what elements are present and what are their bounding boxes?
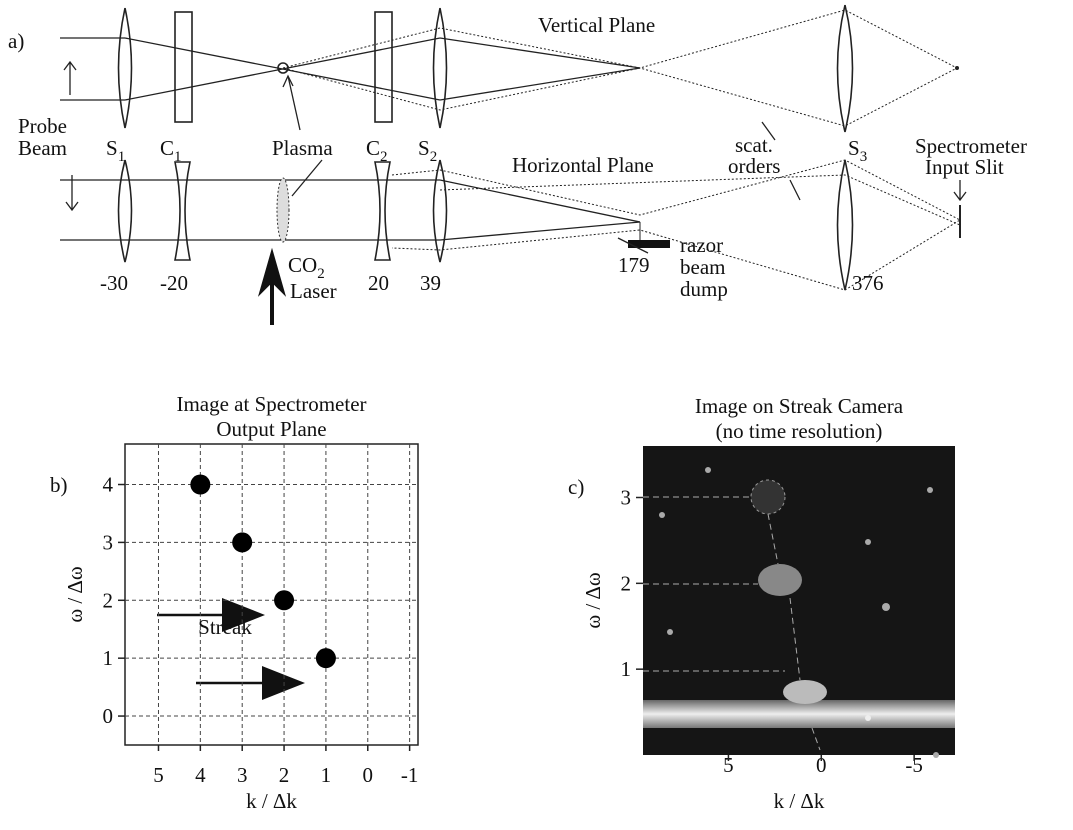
data-point (232, 532, 252, 552)
y-tick-label: 4 (103, 473, 114, 497)
label: dump (680, 277, 728, 301)
spot (783, 680, 827, 704)
x-tick-label: 1 (321, 763, 332, 787)
ray (440, 38, 640, 68)
label: Beam (18, 136, 67, 160)
x-tick-label: -1 (401, 763, 419, 787)
chart-title: Image at Spectrometer (176, 392, 366, 416)
label: Laser (290, 279, 337, 303)
data-point (190, 475, 210, 495)
label: 179 (618, 253, 650, 277)
plasma-arrow (283, 76, 300, 130)
spot (667, 629, 673, 635)
spot (865, 539, 871, 545)
label: S1 (106, 136, 125, 165)
panel-label: c) (568, 475, 584, 499)
window (175, 12, 192, 122)
label: C1 (160, 136, 182, 165)
x-tick-label: 3 (237, 763, 248, 787)
label: Horizontal Plane (512, 153, 654, 177)
laser-arrow (262, 255, 282, 325)
label: -30 (100, 271, 128, 295)
slit-point (955, 66, 959, 70)
x-tick-label: 5 (153, 763, 164, 787)
window (375, 12, 392, 122)
y-tick-label: 1 (103, 646, 114, 670)
y-tick-label: 0 (103, 704, 114, 728)
spot (927, 487, 933, 493)
label: S2 (418, 136, 437, 165)
scattered-ray (440, 175, 960, 225)
diagram-labels: a) Vertical Plane Horizontal Plane Probe… (8, 13, 1027, 303)
spot (865, 715, 871, 721)
label: orders (728, 154, 780, 178)
y-tick-label: 2 (103, 588, 114, 612)
spot (882, 603, 890, 611)
ray (440, 222, 640, 240)
spot (751, 480, 785, 514)
y-tick-label: 2 (621, 571, 632, 595)
label: Probe (18, 114, 67, 138)
chart-title: Output Plane (216, 417, 326, 441)
spot (758, 564, 802, 596)
x-tick-label: 4 (195, 763, 206, 787)
y-axis-label: ω / Δω (63, 566, 87, 622)
lens (119, 8, 132, 128)
label: Vertical Plane (538, 13, 655, 37)
chart-title: (no time resolution) (716, 419, 883, 443)
streak-arrows (157, 598, 305, 700)
streak-image (643, 446, 955, 758)
ray (440, 68, 640, 100)
panel-label: b) (50, 473, 68, 497)
x-axis-label: k / Δk (246, 789, 297, 813)
lens (119, 160, 132, 262)
figure: a) Vertical Plane Horizontal Plane Probe… (0, 0, 1073, 830)
bright-band (643, 700, 955, 728)
spot (705, 467, 711, 473)
lens (434, 160, 447, 262)
label: 20 (368, 271, 389, 295)
x-axis-label: k / Δk (774, 789, 825, 813)
plot-frame (125, 444, 418, 745)
plasma (277, 178, 289, 242)
label: Plasma (272, 136, 333, 160)
label: 39 (420, 271, 441, 295)
label: C2 (366, 136, 388, 165)
data-point (316, 648, 336, 668)
panel-label: a) (8, 29, 24, 53)
x-tick-label: 2 (279, 763, 290, 787)
label: beam (680, 255, 725, 279)
x-tick-label: 0 (363, 763, 374, 787)
chart-title: Image on Streak Camera (695, 394, 904, 418)
lens (375, 162, 390, 260)
label: S3 (848, 136, 867, 165)
spot (659, 512, 665, 518)
streak-arrow-head (262, 666, 305, 700)
label: razor (680, 233, 723, 257)
annotation: Streak (198, 615, 252, 639)
y-axis-label: ω / Δω (581, 572, 605, 628)
label: 376 (852, 271, 884, 295)
label: CO2 (288, 253, 325, 282)
plasma-arrow (292, 160, 322, 196)
label: -20 (160, 271, 188, 295)
label: Input Slit (925, 155, 1004, 179)
data-point (274, 590, 294, 610)
slit-arrow (954, 180, 966, 200)
spot (933, 752, 939, 758)
lens (838, 5, 853, 132)
lens (175, 162, 190, 260)
y-tick-label: 1 (621, 657, 632, 681)
lens (838, 160, 853, 290)
y-tick-label: 3 (621, 486, 632, 510)
y-tick-label: 3 (103, 530, 114, 554)
